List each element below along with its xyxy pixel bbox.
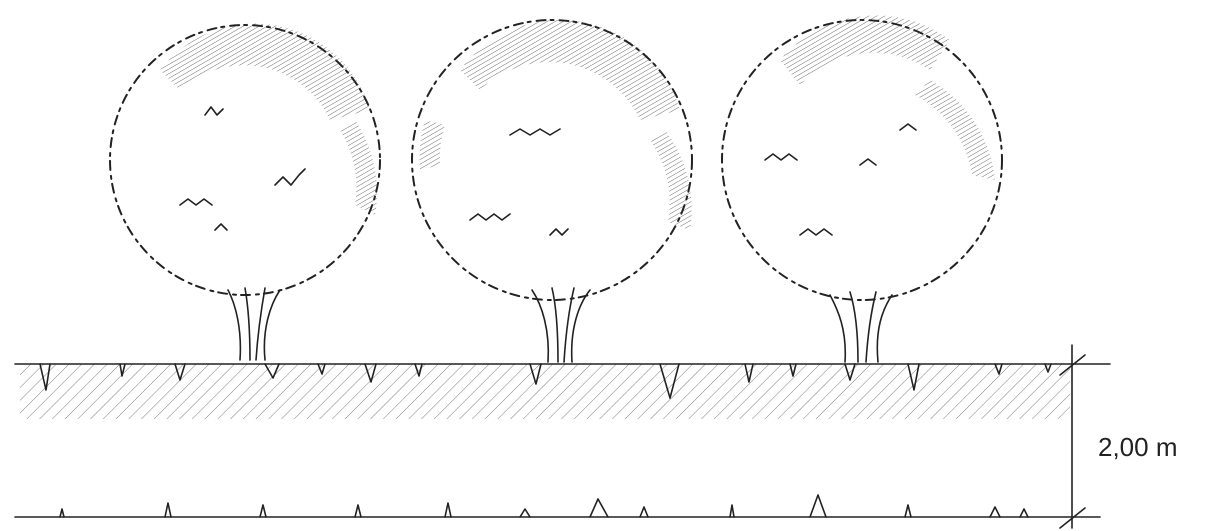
dimension-tick [1059,507,1086,529]
tree [721,15,1003,363]
dimension-label: 2,00 m [1098,432,1178,462]
soil-hatching [20,364,1070,419]
depth-texture [59,494,1029,518]
dimension-tick [1059,354,1086,376]
ground-texture [39,363,1052,399]
tree [109,23,381,361]
tree [411,19,693,363]
